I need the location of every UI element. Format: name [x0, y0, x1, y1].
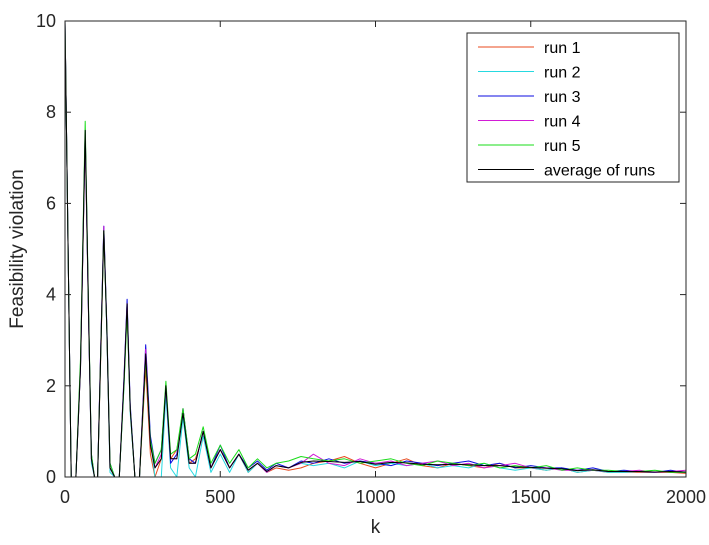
x-axis-label: k	[371, 517, 381, 538]
legend-label-2: run 2	[544, 65, 581, 82]
legend-box	[466, 32, 680, 183]
y-tick-label: 2	[46, 376, 56, 396]
x-tick-label: 0	[60, 487, 70, 507]
legend: run 1 run 2 run 3 run 4 run 5 average of runs	[466, 32, 680, 183]
x-tick-label: 1000	[355, 487, 395, 507]
legend-label-1: run 1	[544, 40, 581, 57]
y-tick-label: 6	[46, 193, 56, 213]
x-tick-label: 2000	[666, 487, 706, 507]
legend-label-6: average of runs	[544, 163, 655, 180]
x-tick-label: 500	[205, 487, 235, 507]
y-tick-label: 0	[46, 467, 56, 487]
x-tick-label: 1500	[511, 487, 551, 507]
series-layer	[64, 20, 687, 478]
series-line-6	[64, 20, 687, 478]
legend-label-4: run 4	[544, 114, 581, 131]
y-tick-label: 8	[46, 102, 56, 122]
y-axis-label: Feasibility violation	[7, 169, 28, 328]
y-tick-label: 10	[36, 11, 56, 31]
legend-label-5: run 5	[544, 138, 581, 155]
ticks-layer: 0 500 1000 1500 2000 0 2 4 6 8 10	[36, 11, 706, 507]
y-tick-label: 4	[46, 285, 56, 305]
legend-label-3: run 3	[544, 89, 581, 106]
